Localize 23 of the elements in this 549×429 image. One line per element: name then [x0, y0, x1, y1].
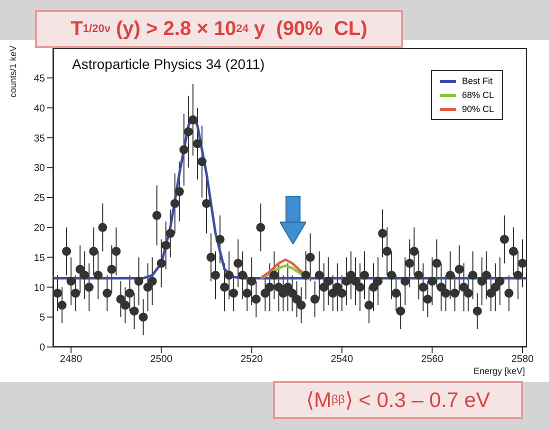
y-tick-label: 25 [34, 193, 46, 204]
x-tick-label: 2580 [511, 354, 534, 366]
x-tick-label: 2540 [330, 354, 354, 366]
y-tick-label: 15 [34, 252, 46, 264]
annotation: Astroparticle Physics 34 (2011) [72, 56, 265, 72]
y-tick-label: 35 [34, 133, 46, 144]
legend-label: 68% CL [462, 89, 494, 102]
y-tick-label: 40 [34, 103, 46, 114]
x-axis-title: Energy [keV] [473, 366, 525, 376]
y-tick-label: 20 [34, 222, 46, 234]
y-tick-label: 0 [39, 342, 46, 354]
x-tick-label: 2480 [60, 354, 83, 366]
y-tick-label: 30 [34, 163, 46, 174]
legend-label: 90% CL [462, 103, 494, 116]
x-tick-label: 2500 [150, 354, 173, 366]
y-tick-label: 5 [39, 312, 46, 324]
line-series [259, 258, 312, 280]
y-tick-label: 10 [34, 282, 46, 294]
x-tick-label: 2520 [240, 354, 264, 366]
y-tick-label: 45 [34, 73, 46, 84]
y-axis-title: counts/1 keV [8, 45, 18, 98]
x-tick-label: 2560 [421, 354, 444, 366]
legend-label: Best Fit [462, 75, 492, 88]
